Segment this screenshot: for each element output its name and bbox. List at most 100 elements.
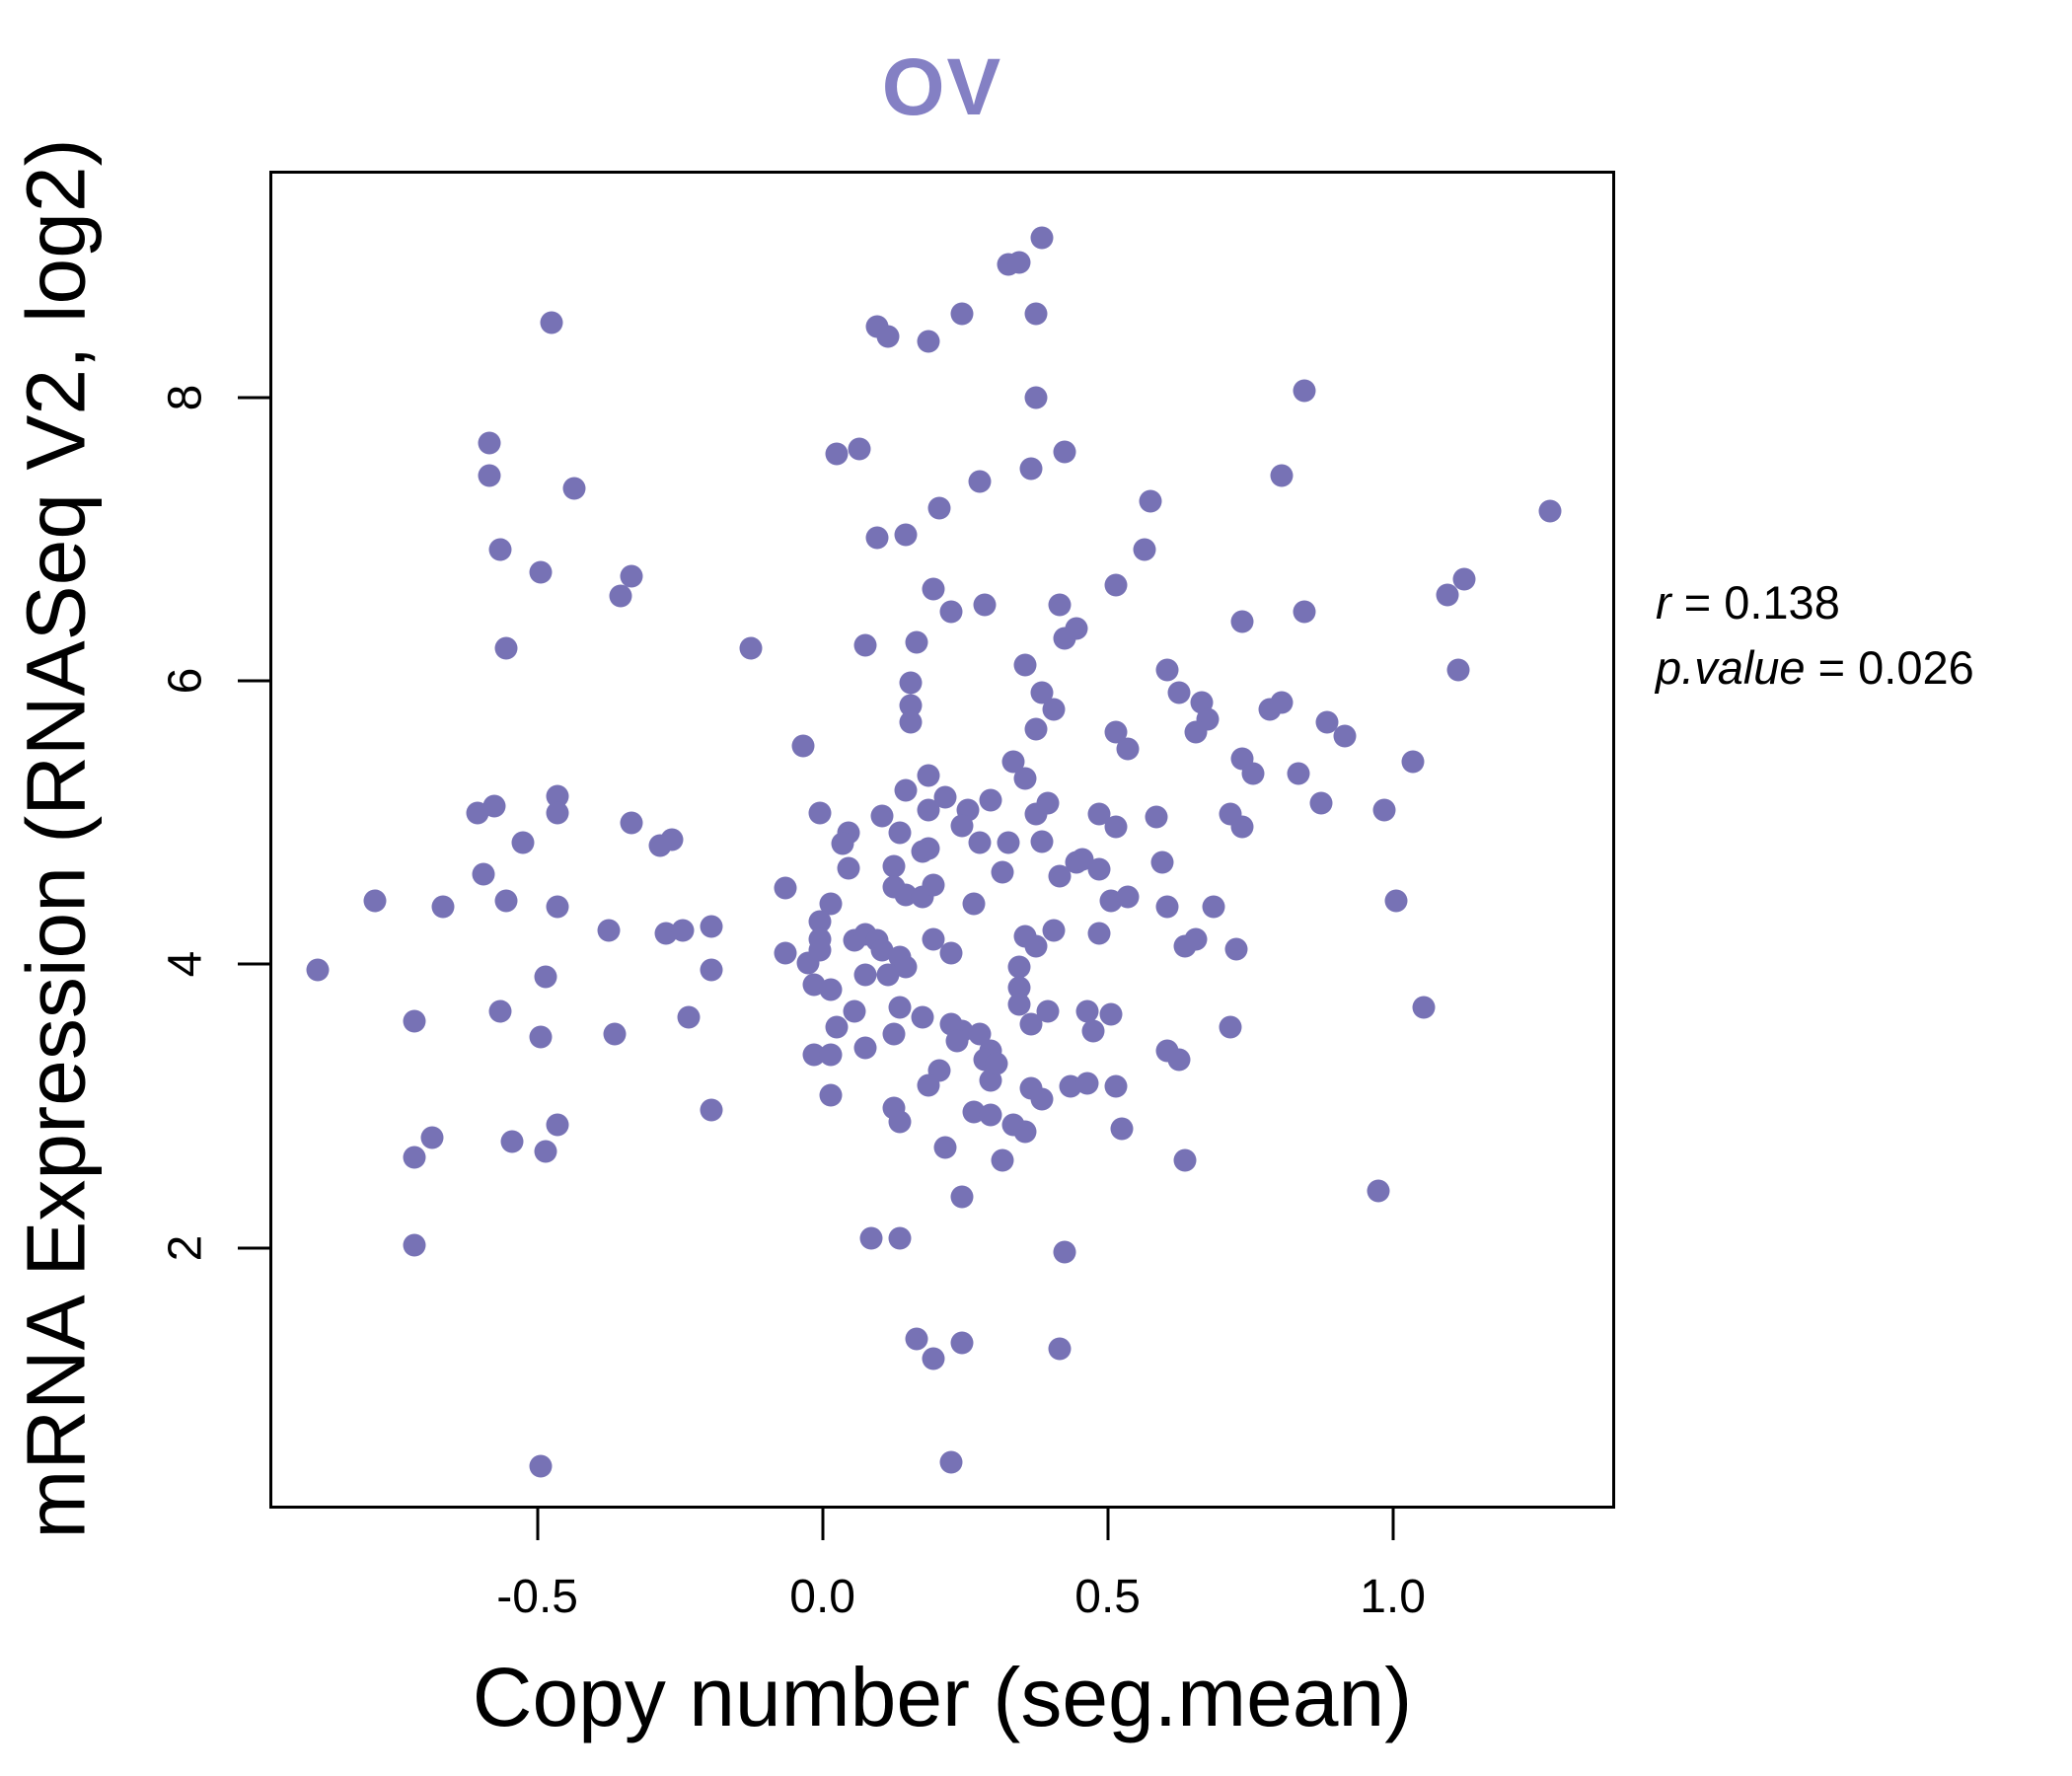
data-point xyxy=(671,919,695,942)
data-point xyxy=(1042,919,1066,942)
data-point xyxy=(488,999,512,1023)
data-point xyxy=(420,1126,444,1149)
x-axis-label: Copy number (seg.mean) xyxy=(472,1651,1413,1743)
y-tick-mark xyxy=(238,396,269,400)
plot-title: OV xyxy=(881,42,1003,132)
data-point xyxy=(1452,567,1476,591)
data-point xyxy=(1053,440,1076,464)
data-point xyxy=(363,889,387,913)
data-point xyxy=(1024,717,1048,741)
data-point xyxy=(979,788,1002,812)
data-point xyxy=(1315,710,1339,734)
data-point xyxy=(546,1113,569,1137)
data-point xyxy=(888,821,912,845)
data-point xyxy=(1013,1120,1037,1144)
p-variable: p.value xyxy=(1656,641,1806,694)
data-point xyxy=(1224,937,1248,961)
data-point xyxy=(1219,1015,1242,1039)
data-point xyxy=(403,1233,426,1257)
data-point xyxy=(403,1009,426,1033)
data-point xyxy=(853,1036,877,1060)
data-point xyxy=(825,442,849,466)
data-point xyxy=(865,526,889,550)
data-point xyxy=(894,523,918,547)
data-point xyxy=(1446,658,1470,682)
data-point xyxy=(917,837,940,860)
data-point xyxy=(1087,802,1111,826)
data-point xyxy=(540,311,563,334)
data-point xyxy=(403,1146,426,1169)
r-variable: r xyxy=(1656,576,1671,629)
y-tick-label: 8 xyxy=(159,384,212,411)
data-point xyxy=(917,764,940,787)
data-point xyxy=(1167,1048,1191,1072)
data-point xyxy=(1293,600,1316,624)
data-point xyxy=(1133,538,1156,561)
y-axis-label: mRNA Expression (RNASeq V2, log2) xyxy=(9,138,103,1539)
p-value: = 0.026 xyxy=(1805,641,1974,694)
data-point xyxy=(1230,610,1254,633)
data-point xyxy=(620,564,643,588)
data-point xyxy=(968,470,992,493)
x-tick-label: 0.0 xyxy=(789,1571,855,1623)
data-point xyxy=(962,1100,986,1124)
data-point xyxy=(562,477,586,500)
data-point xyxy=(1293,379,1316,403)
data-point xyxy=(808,910,832,933)
data-point xyxy=(609,584,632,608)
data-point xyxy=(888,1110,912,1134)
data-point xyxy=(1150,851,1174,874)
data-point xyxy=(1030,681,1054,704)
y-tick-mark xyxy=(238,1246,269,1250)
data-point xyxy=(494,636,518,660)
correlation-annotation: r = 0.138 p.value = 0.026 xyxy=(1656,570,1974,701)
data-point xyxy=(1030,830,1054,853)
data-point xyxy=(472,862,495,886)
data-point xyxy=(1167,681,1191,704)
r-value-line: r = 0.138 xyxy=(1656,570,1974,635)
data-point xyxy=(991,860,1014,884)
data-point xyxy=(1202,895,1225,919)
data-point xyxy=(511,831,535,854)
data-point xyxy=(1104,573,1128,597)
data-point xyxy=(478,464,501,487)
data-point xyxy=(1110,1117,1134,1141)
x-tick-mark xyxy=(1391,1509,1395,1540)
data-point xyxy=(739,636,763,660)
data-point xyxy=(1184,927,1208,951)
data-point xyxy=(922,873,945,897)
data-point xyxy=(1230,815,1254,839)
data-point xyxy=(876,963,900,987)
x-tick-label: 0.5 xyxy=(1074,1571,1141,1623)
data-point xyxy=(597,919,621,942)
data-point xyxy=(1024,302,1048,326)
data-point xyxy=(529,1025,553,1049)
data-point xyxy=(1013,767,1037,790)
data-point xyxy=(802,973,826,997)
data-point xyxy=(534,1140,557,1163)
data-point xyxy=(825,1015,849,1039)
data-point xyxy=(1155,658,1179,682)
data-point xyxy=(1065,617,1088,640)
data-point xyxy=(979,1103,1002,1127)
data-point xyxy=(905,1327,928,1351)
data-point xyxy=(819,1043,843,1067)
data-point xyxy=(1007,955,1031,979)
data-point xyxy=(1087,922,1111,945)
x-tick-mark xyxy=(1106,1509,1110,1540)
data-point xyxy=(968,831,992,854)
data-point xyxy=(888,1226,912,1250)
data-point xyxy=(1436,583,1459,607)
data-point xyxy=(774,876,797,900)
data-point xyxy=(848,437,871,461)
data-point xyxy=(431,895,455,919)
data-point xyxy=(1042,698,1066,721)
data-point xyxy=(831,832,854,855)
plot-area xyxy=(269,171,1615,1509)
data-point xyxy=(843,999,866,1023)
data-point xyxy=(791,734,814,758)
data-point xyxy=(1372,798,1396,822)
data-point xyxy=(700,915,723,938)
data-point xyxy=(991,1148,1014,1172)
data-point xyxy=(677,1005,701,1029)
